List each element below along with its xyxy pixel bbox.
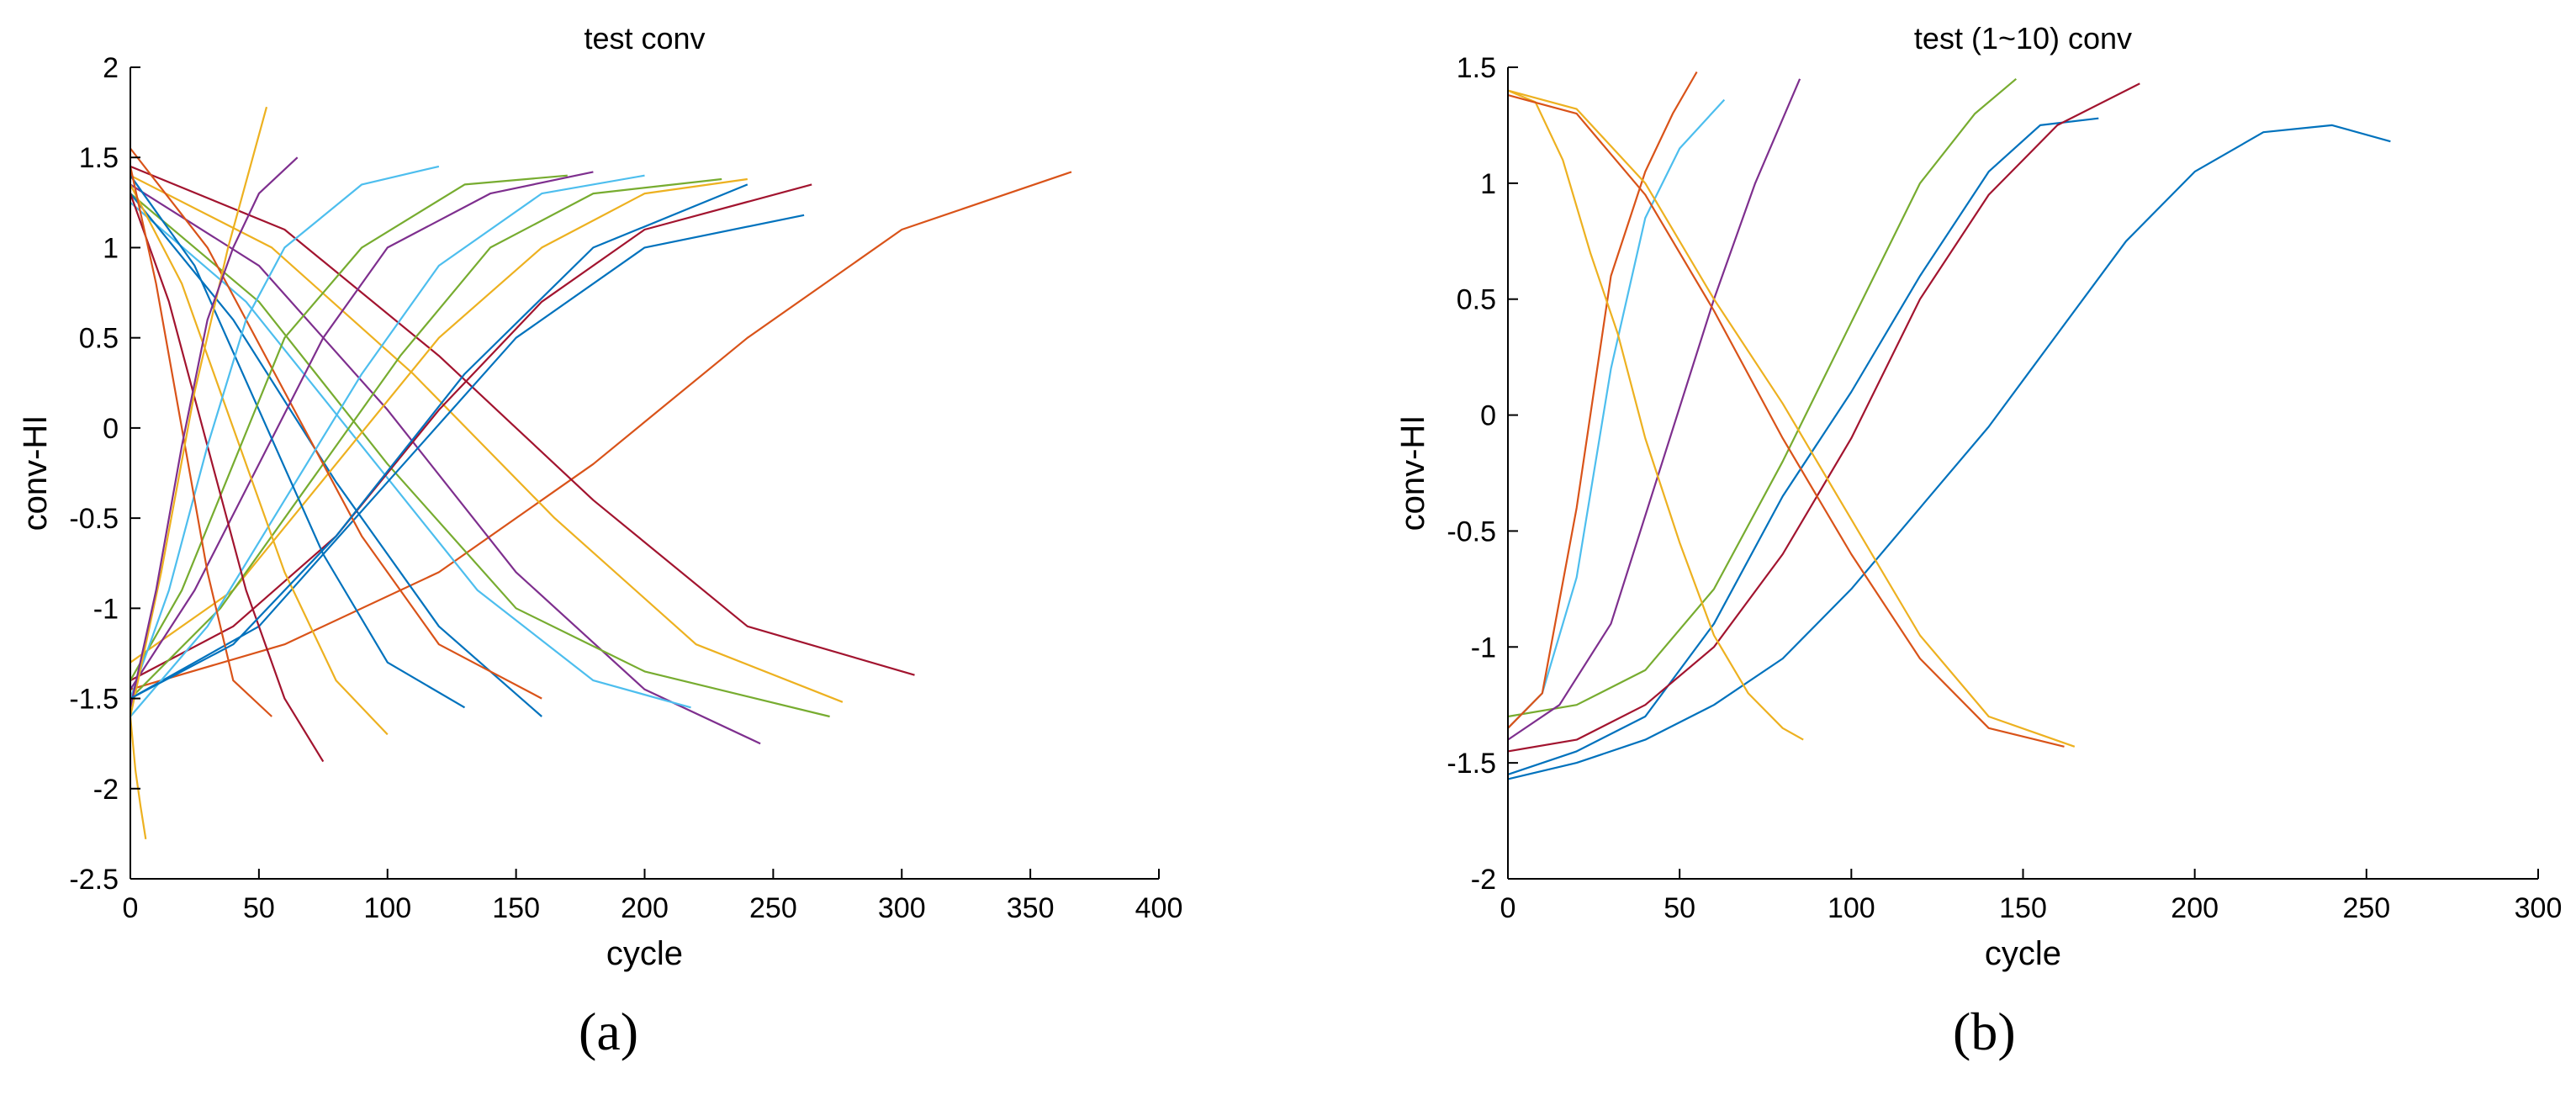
x-axis-label-a: cycle <box>606 935 683 972</box>
chart-panel-b: 0 50 100 150 200 250 300 -2 -1.5 -1 -0.5 0 0.5 1 1.5 te… <box>1394 21 2562 972</box>
y-tick-label-b-0: -2 <box>1471 864 1496 896</box>
series-line-a-13 <box>130 174 645 717</box>
series-line-a-9 <box>130 214 805 700</box>
x-tick-label-a-7: 350 <box>1007 892 1055 924</box>
x-tick-label-b-1: 50 <box>1664 892 1695 924</box>
series-line-a-24 <box>129 716 147 839</box>
x-tick-label-b-3: 150 <box>1999 892 2047 924</box>
y-axis-label-a: conv-HI <box>17 415 54 531</box>
y-tick-label-b-7: 1.5 <box>1457 52 1496 84</box>
y-tick-label-a-0: -2.5 <box>69 864 119 896</box>
series-line-a-23 <box>130 183 748 700</box>
y-tick-label-a-7: 1 <box>103 232 119 264</box>
x-axis-label-b: cycle <box>1985 935 2061 972</box>
x-tick-label-b-5: 250 <box>2342 892 2390 924</box>
x-tick-label-b-6: 300 <box>2515 892 2563 924</box>
y-tick-label-a-4: -0.5 <box>69 503 119 535</box>
y-tick-label-a-3: -1 <box>93 593 119 625</box>
series-line-a-18 <box>129 193 325 763</box>
y-tick-label-b-3: -0.5 <box>1447 516 1496 547</box>
series-line-b-2 <box>1507 117 2099 775</box>
series-line-a-12 <box>130 147 542 700</box>
series-line-b-9 <box>1507 94 2065 748</box>
y-tick-label-a-9: 2 <box>103 52 119 84</box>
x-tick-label-a-1: 50 <box>243 892 275 924</box>
x-tick-label-a-6: 300 <box>878 892 926 924</box>
series-line-b-8 <box>1507 89 1804 741</box>
series-line-a-11 <box>130 177 722 700</box>
y-tick-label-b-6: 1 <box>1480 168 1496 200</box>
y-tick-label-b-5: 0.5 <box>1457 284 1496 316</box>
x-tick-label-a-4: 200 <box>621 892 669 924</box>
y-tick-label-a-2: -1.5 <box>69 684 119 716</box>
x-tick-label-b-4: 200 <box>2171 892 2219 924</box>
x-tick-label-a-0: 0 <box>123 892 139 924</box>
panel-label-a: (a) <box>579 1002 639 1061</box>
series-line-a-5 <box>130 193 830 718</box>
chart-panel-a: 0 50 100 150 200 250 300 350 400 -2.5 -2 -1.5 -1 -0.5… <box>17 21 1182 972</box>
panel-label-b: (b) <box>1953 1002 2016 1061</box>
series-line-a-21 <box>129 106 268 717</box>
x-tick-label-a-5: 250 <box>749 892 797 924</box>
series-line-a-10 <box>130 177 748 664</box>
x-tick-label-a-2: 100 <box>363 892 411 924</box>
y-tick-label-b-1: -1.5 <box>1447 748 1496 780</box>
series-line-a-16 <box>130 183 389 736</box>
chart-title-b: test (1~10) conv <box>1914 21 2132 56</box>
series-line-a-19 <box>129 165 440 699</box>
series-line-a-3 <box>130 174 844 703</box>
series-line-a-20 <box>129 166 272 717</box>
y-tick-label-a-8: 1.5 <box>79 142 119 174</box>
y-axis-label-b: conv-HI <box>1394 415 1431 531</box>
series-line-b-5 <box>1507 78 1801 741</box>
y-tick-label-a-6: 0.5 <box>79 323 119 355</box>
series-line-a-1 <box>130 171 1072 690</box>
series-line-b-6 <box>1507 98 1726 729</box>
series-line-a-14 <box>130 171 594 690</box>
series-line-b-7 <box>1507 71 1698 729</box>
series-line-a-17 <box>130 174 568 681</box>
y-tick-label-b-2: -1 <box>1471 632 1496 664</box>
x-tick-label-b-0: 0 <box>1500 892 1516 924</box>
series-line-a-2 <box>130 165 915 676</box>
y-tick-label-b-4: 0 <box>1480 400 1496 432</box>
series-line-a-4 <box>130 183 761 745</box>
chart-title-a: test conv <box>584 21 705 56</box>
series-line-a-22 <box>129 156 299 708</box>
series-group-a <box>129 106 1072 839</box>
y-tick-label-a-5: 0 <box>103 413 119 445</box>
x-tick-label-a-8: 400 <box>1135 892 1183 924</box>
y-tick-label-a-1: -2 <box>93 774 119 806</box>
series-line-b-10 <box>1507 89 2076 748</box>
series-line-a-8 <box>130 183 812 682</box>
x-tick-label-b-2: 100 <box>1828 892 1875 924</box>
series-line-b-4 <box>1507 77 2018 718</box>
series-group-b <box>1507 71 2391 780</box>
series-line-a-15 <box>130 175 466 709</box>
series-line-a-7 <box>130 193 542 717</box>
x-tick-label-a-3: 150 <box>492 892 540 924</box>
series-line-b-1 <box>1507 124 2391 780</box>
